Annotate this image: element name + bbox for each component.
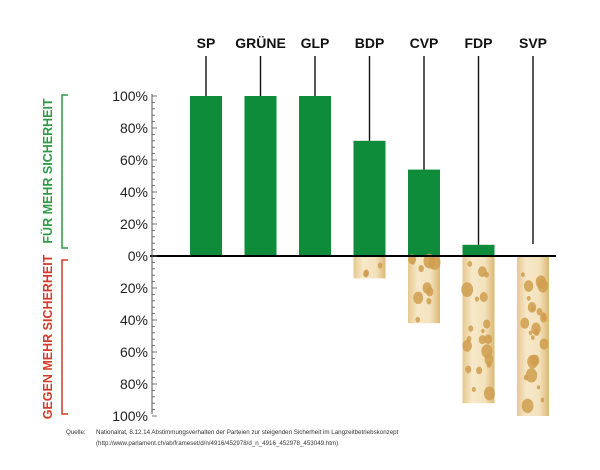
cheese-hole xyxy=(539,338,549,350)
cheese-hole xyxy=(481,328,485,334)
y-tick-label-bottom-2: 60% xyxy=(120,344,148,360)
bar-for-4 xyxy=(408,169,440,256)
against-label: GEGEN MEHR SICHERHEIT xyxy=(41,254,55,419)
cheese-hole xyxy=(468,325,474,332)
cheese-hole xyxy=(474,296,480,302)
category-label-2: GLP xyxy=(301,35,330,51)
bar-for-5 xyxy=(462,244,495,256)
for-label: FÜR MEHR SICHERHEIT xyxy=(40,98,55,244)
bar-for-3 xyxy=(353,140,386,256)
cheese-hole xyxy=(483,386,495,401)
bar-for-1 xyxy=(244,96,277,256)
axis-layer: 100% 80% 60% 40% 20% 0% 20% 40% 60% 80% 100% xyxy=(112,88,556,424)
cheese-hole xyxy=(426,297,432,305)
cheese-hole xyxy=(423,253,436,269)
cheese-hole xyxy=(536,308,543,316)
source-line-2: (http://www.parlament.ch/ab/frameset/d/n… xyxy=(96,440,339,447)
against-bracket xyxy=(61,259,68,415)
bar-against-4 xyxy=(408,253,441,324)
y-tick-label-bottom-0: 20% xyxy=(120,280,148,296)
cheese-bar-5 xyxy=(462,256,495,404)
cheese-hole xyxy=(471,386,476,392)
source-label: Quelle: xyxy=(66,429,86,436)
cheese-hole xyxy=(526,295,531,301)
y-tick-label-top-4: 20% xyxy=(120,216,148,232)
cheese-hole xyxy=(530,307,535,312)
category-label-5: FDP xyxy=(465,35,493,51)
y-tick-label-top-3: 40% xyxy=(120,184,148,200)
bars-layer xyxy=(190,96,549,416)
y-tick-label-bottom-1: 40% xyxy=(120,312,148,328)
cheese-hole xyxy=(413,291,424,305)
cheese-hole xyxy=(467,261,473,267)
y-tick-label-bottom-3: 80% xyxy=(120,376,148,392)
cheese-hole xyxy=(540,313,548,323)
bar-for-0 xyxy=(190,96,222,256)
cheese-hole xyxy=(418,264,424,272)
bar-against-5 xyxy=(461,256,495,404)
cheese-hole xyxy=(476,366,483,375)
cheese-hole xyxy=(377,262,383,269)
cheese-bar-3 xyxy=(353,256,386,279)
cheese-hole xyxy=(531,322,541,335)
cheese-hole xyxy=(530,335,535,340)
cheese-hole xyxy=(540,397,545,403)
cheese-hole xyxy=(523,280,534,292)
category-label-1: GRÜNE xyxy=(235,35,286,51)
cheese-hole xyxy=(527,354,539,369)
cheese-hole xyxy=(483,319,491,329)
cheese-hole xyxy=(415,316,421,323)
cheese-hole xyxy=(481,344,493,359)
y-tick-label-top-1: 80% xyxy=(120,120,148,136)
cheese-hole xyxy=(462,339,472,352)
cheese-hole xyxy=(535,275,547,289)
source-line-1: Nationalrat, 8.12.14 Abstimmungsverhalte… xyxy=(96,429,399,436)
cheese-hole xyxy=(484,271,489,278)
category-label-4: CVP xyxy=(410,35,439,51)
cheese-hole xyxy=(525,368,538,383)
cheese-hole xyxy=(523,374,529,381)
for-bracket xyxy=(61,94,68,249)
cheese-hole xyxy=(461,282,474,298)
y-tick-label-top-5: 0% xyxy=(128,248,148,264)
cheese-hole xyxy=(363,270,369,278)
y-tick-label-top-0: 100% xyxy=(112,88,148,104)
bar-for-2 xyxy=(299,96,331,256)
y-tick-label-top-2: 60% xyxy=(120,152,148,168)
cheese-hole xyxy=(478,334,487,345)
cheese-hole xyxy=(465,365,472,374)
y-tick-label-bottom-4: 100% xyxy=(112,408,148,424)
category-label-3: BDP xyxy=(355,35,385,51)
cheese-hole xyxy=(486,361,492,368)
cheese-hole xyxy=(479,292,488,303)
cheese-hole xyxy=(536,385,541,390)
category-label-0: SP xyxy=(197,35,216,51)
cheese-hole xyxy=(521,398,534,414)
leaders-layer xyxy=(205,56,534,245)
category-label-6: SVP xyxy=(519,35,547,51)
cheese-hole xyxy=(520,317,530,329)
cheese-hole xyxy=(528,330,533,336)
bar-against-6 xyxy=(517,256,549,416)
cheese-hole xyxy=(484,334,493,345)
cheese-hole xyxy=(520,272,525,278)
bar-against-3 xyxy=(353,256,386,279)
labels-layer: SP GRÜNE GLP BDP CVP FDP SVP FÜR MEHR SICHERHEI… xyxy=(40,35,547,419)
cheese-hole xyxy=(422,282,432,294)
